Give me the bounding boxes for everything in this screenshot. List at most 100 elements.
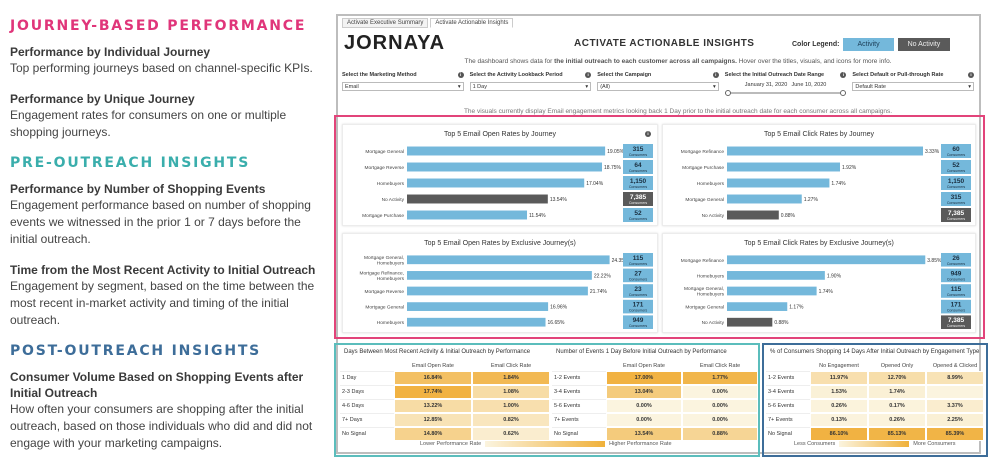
bar[interactable] xyxy=(407,255,610,265)
table-cell[interactable]: 1.77% xyxy=(682,371,758,385)
consumer-count: 64 xyxy=(634,162,642,169)
table-cell[interactable]: 13.22% xyxy=(394,399,472,413)
table-cell[interactable]: 1.74% xyxy=(868,385,926,399)
table-cell[interactable]: 12.85% xyxy=(394,413,472,427)
table-cell[interactable]: 85.39% xyxy=(926,427,984,441)
rate-type-select[interactable]: Default Rate ▾ xyxy=(852,82,974,91)
consumer-count: 171 xyxy=(951,302,962,309)
table-cell[interactable]: 13.04% xyxy=(606,385,682,399)
table-cell[interactable]: 1.00% xyxy=(472,399,550,413)
bar[interactable] xyxy=(727,255,926,265)
table-cell[interactable]: 0.00% xyxy=(682,385,758,399)
consumer-count: 115 xyxy=(951,286,962,293)
table-cell[interactable]: 16.84% xyxy=(394,371,472,385)
table-cell[interactable] xyxy=(926,385,984,399)
info-icon[interactable]: i xyxy=(585,72,592,78)
date-range-slider[interactable] xyxy=(724,90,847,96)
subtitle-pre: The dashboard shows data for xyxy=(464,58,555,65)
bar[interactable] xyxy=(727,162,841,172)
table-cell[interactable]: 0.00% xyxy=(606,413,682,427)
bar[interactable] xyxy=(407,178,585,188)
campaign-select[interactable]: (All) ▾ xyxy=(597,82,719,91)
value-label: 18.75% xyxy=(604,165,622,171)
lookback-period-select[interactable]: 1 Day ▾ xyxy=(469,82,592,91)
table-cell[interactable]: 1.84% xyxy=(472,371,550,385)
table-cell[interactable]: 0.26% xyxy=(868,413,926,427)
table-cell[interactable]: 17.00% xyxy=(606,371,682,385)
info-icon[interactable]: i xyxy=(967,72,974,78)
marketing-method-select[interactable]: Email ▾ xyxy=(342,82,464,91)
bar[interactable] xyxy=(407,317,546,327)
table-cell[interactable]: 86.10% xyxy=(810,427,868,441)
table-cell[interactable]: 12.70% xyxy=(868,371,926,385)
table-cell[interactable]: 0.13% xyxy=(810,413,868,427)
table-cell[interactable]: 0.17% xyxy=(868,399,926,413)
table-cell[interactable]: 0.00% xyxy=(606,399,682,413)
bar[interactable] xyxy=(727,178,830,188)
table-cell[interactable]: 8.99% xyxy=(926,371,984,385)
value-label: 11.54% xyxy=(529,213,546,219)
consumer-label: Consumers xyxy=(629,262,648,266)
chevron-down-icon: ▾ xyxy=(968,84,971,90)
slider-handle-start[interactable] xyxy=(724,90,731,96)
table-cell[interactable]: 17.74% xyxy=(394,385,472,399)
bar[interactable] xyxy=(407,286,588,296)
bar[interactable] xyxy=(727,146,923,156)
bar[interactable] xyxy=(407,146,606,156)
consumer-badge xyxy=(623,192,653,206)
value-label: 17.04% xyxy=(586,181,604,187)
table-cell[interactable]: 2.25% xyxy=(926,413,984,427)
consumer-label: Consumers xyxy=(629,153,648,157)
bar-chart: Mortgage General 19.05% 315ConsumersMortga… xyxy=(362,144,653,222)
bar[interactable] xyxy=(407,271,592,280)
table-cell[interactable]: 0.82% xyxy=(472,413,550,427)
bar[interactable] xyxy=(407,210,528,220)
table-cell[interactable]: 1.08% xyxy=(472,385,550,399)
consumer-badge xyxy=(941,160,971,174)
table-cell[interactable]: 0.00% xyxy=(682,413,758,427)
bar[interactable] xyxy=(727,271,825,280)
bar[interactable] xyxy=(727,194,802,204)
info-icon[interactable]: i xyxy=(645,131,651,137)
info-icon[interactable]: i xyxy=(712,72,719,78)
post-outreach-frame xyxy=(762,343,988,457)
table-cell[interactable]: 14.80% xyxy=(394,427,472,441)
category-label: Mortgage General xyxy=(365,305,404,311)
info-icon[interactable]: i xyxy=(457,72,464,78)
table-cell[interactable]: 0.88% xyxy=(682,427,758,441)
consumer-badge xyxy=(623,176,653,190)
table-cell[interactable]: 13.54% xyxy=(606,427,682,441)
bar[interactable] xyxy=(407,194,548,204)
slider-handle-end[interactable] xyxy=(840,90,847,96)
row-header: 3-4 Events xyxy=(552,385,606,399)
table-cell[interactable]: 0.00% xyxy=(682,399,758,413)
legend-low-label: Lower Performance Rate xyxy=(420,441,482,447)
table-cell[interactable]: 3.37% xyxy=(926,399,984,413)
table-cell[interactable]: 0.62% xyxy=(472,427,550,441)
bar[interactable] xyxy=(727,302,788,311)
consumer-label: Consumers xyxy=(629,185,648,189)
consumer-label: Consumers xyxy=(947,201,966,205)
legend-activity: Activity xyxy=(843,38,894,51)
consumer-badge xyxy=(941,315,971,329)
consumer-badge xyxy=(941,144,971,158)
tab-actionable-insights[interactable]: Activate Actionable Insights xyxy=(430,18,514,28)
table-cell[interactable]: 0.26% xyxy=(810,399,868,413)
bar[interactable] xyxy=(727,286,817,296)
consumer-count: 26 xyxy=(952,255,960,262)
section-item: Performance by Number of Shopping Events… xyxy=(10,181,322,248)
table-cell[interactable]: 85.13% xyxy=(868,427,926,441)
tab-executive-summary[interactable]: Activate Executive Summary xyxy=(342,18,429,28)
bar[interactable] xyxy=(727,317,773,327)
bar[interactable] xyxy=(407,302,549,311)
consumer-count: 949 xyxy=(633,317,644,324)
bar[interactable] xyxy=(727,210,779,220)
value-label: 0.88% xyxy=(774,320,789,326)
table-cell[interactable]: 1.53% xyxy=(810,385,868,399)
info-icon[interactable]: i xyxy=(840,72,847,78)
category-label: No Activity xyxy=(702,213,725,219)
consumer-count: 1,150 xyxy=(948,178,965,185)
consumer-badge xyxy=(623,284,653,298)
table-cell[interactable]: 11.97% xyxy=(810,371,868,385)
bar[interactable] xyxy=(407,162,602,172)
